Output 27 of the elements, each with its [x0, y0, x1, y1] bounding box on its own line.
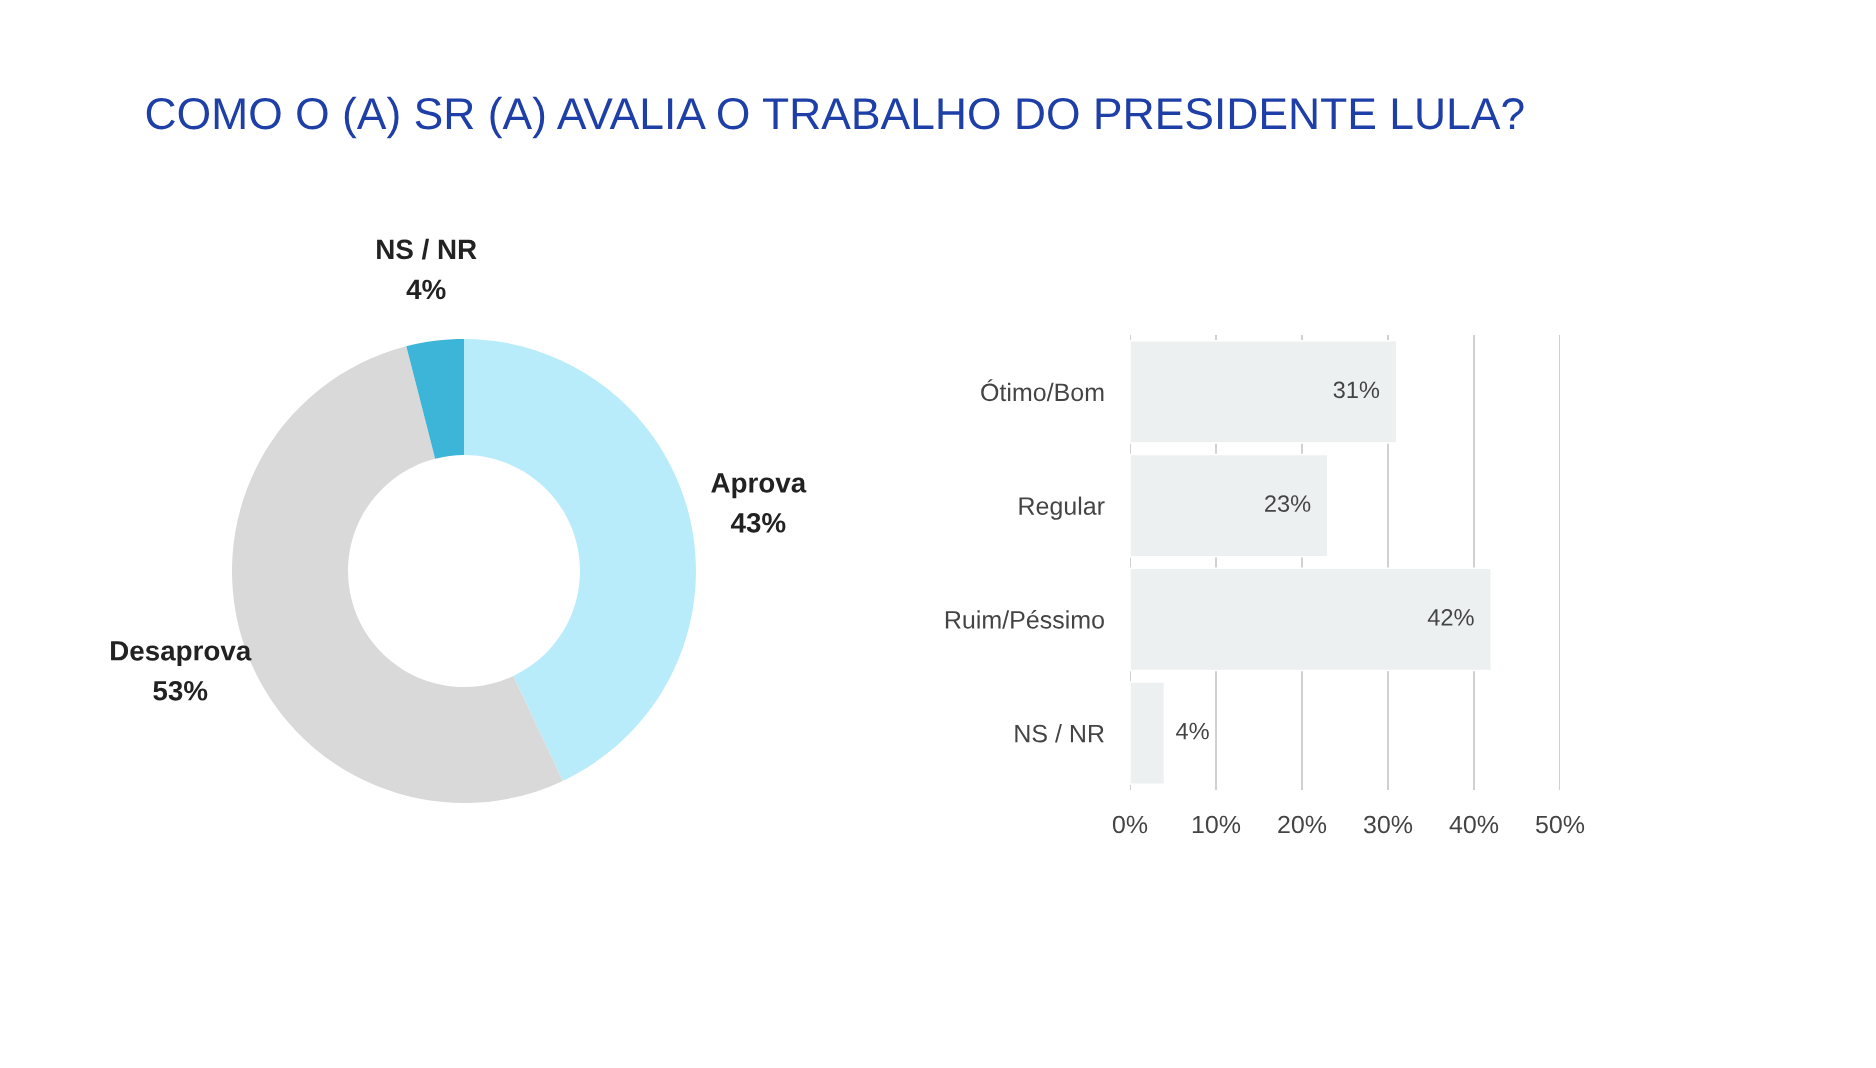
x-tick-label: 20% — [1278, 815, 1327, 834]
x-tick-label: 30% — [1363, 815, 1413, 834]
data-label: 31% — [1333, 381, 1380, 399]
x-tick-label: 0% — [1112, 815, 1148, 834]
slice-label: NS / NR — [377, 238, 477, 260]
data-label: 53% — [153, 680, 208, 701]
data-label: 4% — [1176, 722, 1209, 740]
donut-slice — [464, 339, 696, 781]
data-label: 23% — [1265, 495, 1311, 512]
data-label: 4% — [406, 279, 446, 300]
slice-label: Aprova — [711, 473, 807, 499]
bar — [1130, 453, 1329, 558]
donut-slice — [406, 339, 464, 459]
data-label: 43% — [730, 512, 786, 533]
bar — [1130, 339, 1398, 444]
x-tick-label: 40% — [1449, 815, 1499, 834]
y-tick-label: Ruim/Péssimo — [945, 610, 1104, 629]
chart-title: COMO O (A) SR (A) AVALIA O TRABALHO DO PRESIDENTE LULA? — [146, 96, 1524, 139]
bar — [1130, 567, 1492, 672]
x-tick-label: 50% — [1535, 815, 1585, 834]
slice-label: Desaprova — [111, 641, 252, 667]
x-tick-label: 10% — [1192, 815, 1241, 834]
data-label: 42% — [1427, 608, 1474, 626]
y-tick-label: Regular — [1019, 496, 1105, 520]
y-tick-label: Ótimo/Bom — [981, 379, 1104, 402]
y-tick-label: NS / NR — [1015, 724, 1104, 743]
bar — [1130, 681, 1166, 786]
